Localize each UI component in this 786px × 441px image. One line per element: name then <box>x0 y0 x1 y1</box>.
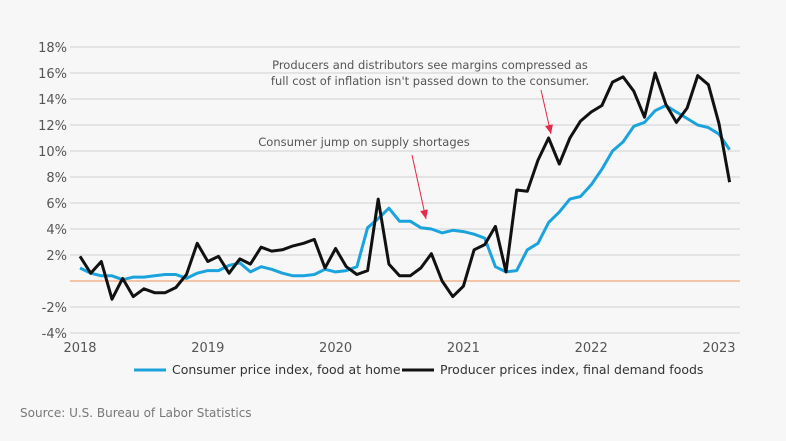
arrowhead-icon <box>545 124 553 134</box>
legend-label-ppi: Producer prices index, final demand food… <box>440 362 703 377</box>
y-tick-label: 4% <box>46 223 67 238</box>
annotations: Producers and distributors see margins c… <box>258 58 589 220</box>
source-note: Source: U.S. Bureau of Labor Statistics <box>20 406 252 420</box>
y-tick-label: 12% <box>38 119 67 134</box>
legend: Consumer price index, food at home Produ… <box>134 362 703 377</box>
y-tick-label: 18% <box>38 41 67 56</box>
annotation-arrow <box>411 154 427 220</box>
y-tick-label: 8% <box>46 171 67 186</box>
series-lines <box>78 71 732 301</box>
x-tick-label: 2023 <box>702 341 735 356</box>
y-tick-label: 6% <box>46 197 67 212</box>
y-axis: -4% -2% 2% 4% 6% 8% 10% 12% 14% 16% 18% <box>38 41 67 342</box>
y-tick-label: 16% <box>38 67 67 82</box>
annotation-margins: full cost of inflation isn't passed down… <box>271 74 589 88</box>
x-tick-label: 2020 <box>319 341 352 356</box>
annotation-supply-shortages: Consumer jump on supply shortages <box>258 135 469 149</box>
series-line-cpi <box>79 104 731 282</box>
y-tick-label: 2% <box>46 249 67 264</box>
series-line-ppi <box>78 71 732 301</box>
y-tick-label: 14% <box>38 93 67 108</box>
gridlines <box>70 46 740 334</box>
x-axis: 2018 2019 2020 2021 2022 2023 <box>63 341 735 356</box>
y-tick-label: 10% <box>38 145 67 160</box>
arrowhead-icon <box>420 209 428 219</box>
annotation-margins: Producers and distributors see margins c… <box>272 58 588 72</box>
y-tick-label: -4% <box>42 327 67 342</box>
x-tick-label: 2019 <box>191 341 224 356</box>
x-tick-label: 2018 <box>63 341 96 356</box>
line-chart: -4%-2%2%4%6%8%10%12%14%16%18% 2018 2019 20… <box>38 41 740 377</box>
legend-label-cpi: Consumer price index, food at home <box>172 362 401 377</box>
x-tick-label: 2022 <box>575 341 608 356</box>
x-tick-label: 2021 <box>447 341 480 356</box>
y-tick-label: -2% <box>42 301 67 316</box>
